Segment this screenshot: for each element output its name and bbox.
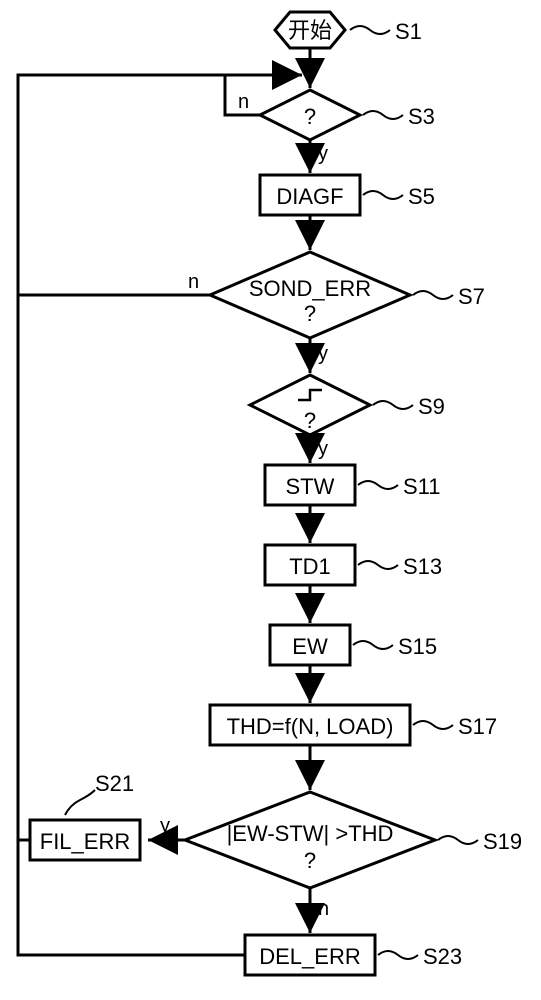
node-s1-start: 开始: [275, 12, 345, 48]
s15-tilde: [353, 641, 393, 649]
s19-y-label: y: [160, 815, 170, 837]
node-s15-ew: EW: [270, 625, 350, 665]
s19-label: S19: [483, 829, 522, 854]
s19-n-label: n: [318, 898, 329, 920]
s9-y-label: y: [318, 438, 328, 460]
node-s9-step: ?: [250, 375, 370, 435]
s17-label: S17: [458, 714, 497, 739]
node-s5-diagf: DIAGF: [260, 175, 360, 215]
node-s11-stw: STW: [265, 465, 355, 505]
s11-text: STW: [286, 474, 335, 499]
s7-text2: ?: [304, 301, 316, 326]
s15-label: S15: [398, 634, 437, 659]
s21-tilde: [65, 790, 95, 815]
s11-tilde: [358, 481, 398, 489]
node-s3-decision: ?: [260, 90, 360, 140]
s7-text: SOND_ERR: [249, 276, 371, 301]
s13-text: TD1: [289, 554, 331, 579]
s23-text: DEL_ERR: [259, 944, 360, 969]
s7-y-label: y: [318, 343, 328, 365]
s11-label: S11: [403, 474, 441, 499]
s5-tilde: [363, 191, 403, 199]
s17-text: THD=f(N, LOAD): [227, 714, 394, 739]
s21-label: S21: [95, 771, 134, 796]
s9-text2: ?: [304, 408, 316, 433]
s13-label: S13: [403, 554, 442, 579]
s9-label: S9: [418, 394, 445, 419]
s5-label: S5: [408, 184, 435, 209]
flowchart-diagram: 开始 S1 ? S3 n y DIAGF S5 SOND_ERR ? S7 n …: [0, 0, 541, 1000]
s5-text: DIAGF: [276, 184, 343, 209]
s3-label: S3: [408, 104, 435, 129]
s3-y-label: y: [318, 143, 328, 165]
s21-text: FIL_ERR: [40, 829, 130, 854]
s7-tilde: [413, 291, 453, 299]
node-s7-sond-err: SOND_ERR ?: [210, 252, 410, 338]
s3-n-label: n: [238, 91, 249, 113]
node-s19-compare: |EW-STW| >THD ?: [185, 792, 435, 888]
node-s17-thd: THD=f(N, LOAD): [210, 705, 410, 745]
s3-text: ?: [304, 104, 316, 129]
node-s21-fil-err: FIL_ERR: [30, 820, 140, 860]
s1-tilde: [350, 26, 390, 34]
node-s23-del-err: DEL_ERR: [245, 935, 375, 975]
s17-tilde: [413, 721, 453, 729]
s9-tilde: [373, 401, 413, 409]
s1-label: S1: [395, 19, 422, 44]
node-s13-td1: TD1: [265, 545, 355, 585]
s19-text2: ?: [304, 848, 316, 873]
s19-text: |EW-STW| >THD: [227, 821, 394, 846]
s23-label: S23: [423, 944, 462, 969]
s23-tilde: [378, 951, 418, 959]
s19-tilde: [438, 836, 478, 844]
s15-text: EW: [292, 634, 328, 659]
s1-text: 开始: [288, 18, 332, 43]
s7-label: S7: [458, 284, 485, 309]
s13-tilde: [358, 561, 398, 569]
s7-n-label: n: [188, 271, 199, 293]
s3-tilde: [363, 111, 403, 119]
